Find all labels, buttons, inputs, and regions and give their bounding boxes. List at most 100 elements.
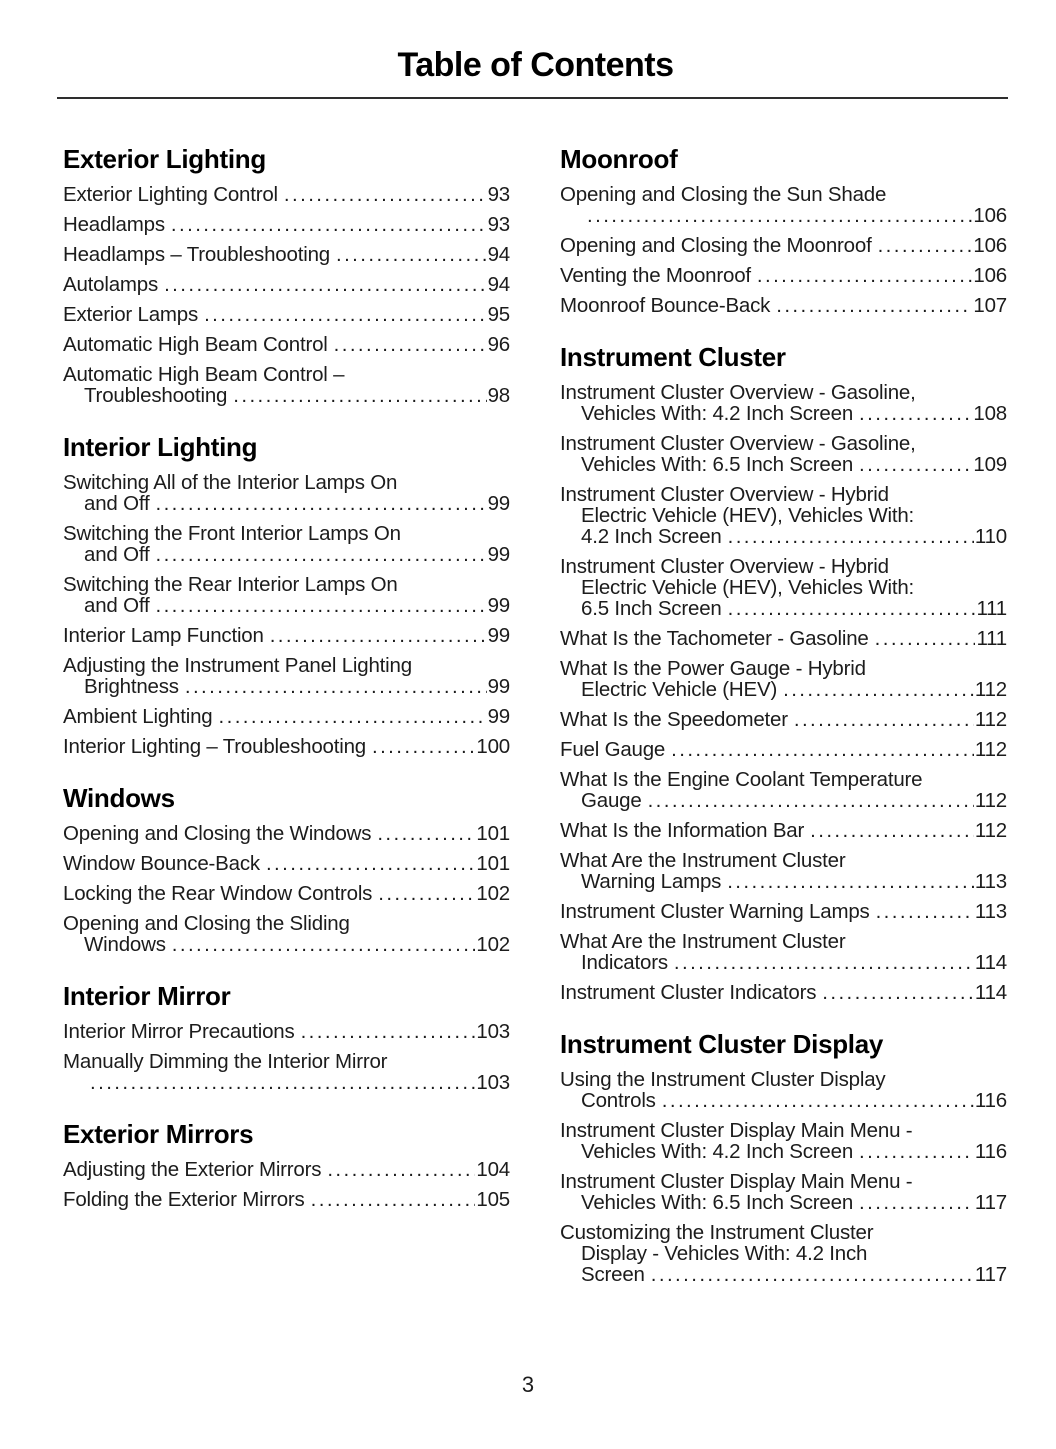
- entry-text-line: Electric Vehicle (HEV), Vehicles With:: [581, 576, 915, 599]
- dot-leader: [674, 952, 974, 973]
- toc-entry: Adjusting the Instrument Panel Lighting B…: [63, 655, 510, 697]
- toc-entry: Instrument Cluster Overview - Gasoline, V…: [560, 382, 1007, 424]
- title-divider: [57, 97, 1008, 99]
- entry-text-line: Switching the Rear Interior Lamps On: [63, 573, 398, 596]
- entry-page-number: 116: [974, 1089, 1007, 1112]
- toc-entry: Instrument Cluster Overview - Hybrid Elec…: [560, 556, 1007, 619]
- entry-text: 6.5 Inch Screen: [581, 597, 722, 620]
- toc-entry: Customizing the Instrument Cluster Displa…: [560, 1222, 1007, 1285]
- dot-leader: [794, 709, 974, 730]
- toc-entry: Window Bounce-Back 101: [63, 853, 510, 874]
- entry-page-number: 112: [974, 708, 1007, 731]
- dot-leader: [822, 982, 974, 1003]
- dot-leader: [859, 454, 972, 475]
- toc-entry: Switching All of the Interior Lamps On an…: [63, 472, 510, 514]
- toc-column-left: Exterior Lighting Exterior Lighting Contr…: [63, 144, 510, 1311]
- entry-page-number: 110: [974, 525, 1007, 548]
- dot-leader: [876, 901, 974, 922]
- toc-entry: What Is the Tachometer - Gasoline 111: [560, 628, 1007, 649]
- dot-leader: [378, 883, 475, 904]
- toc-columns: Exterior Lighting Exterior Lighting Contr…: [63, 144, 1008, 1311]
- entry-text-line: Instrument Cluster Overview - Gasoline,: [560, 381, 916, 404]
- entry-page-number: 99: [487, 594, 511, 617]
- entry-page-number: 116: [974, 1140, 1007, 1163]
- entry-text: Warning Lamps: [581, 870, 722, 893]
- entry-page-number: 106: [973, 264, 1007, 287]
- entry-text: Interior Mirror Precautions: [63, 1020, 295, 1043]
- entry-text: Electric Vehicle (HEV): [581, 678, 778, 701]
- entry-page-number: 100: [476, 735, 510, 758]
- entry-text: Moonroof Bounce-Back: [560, 294, 771, 317]
- dot-leader: [783, 679, 974, 700]
- entry-text: Troubleshooting: [84, 384, 228, 407]
- entry-text: Window Bounce-Back: [63, 852, 260, 875]
- entry-page-number: 106: [973, 234, 1007, 257]
- section-heading: Interior Mirror: [63, 981, 231, 1011]
- entry-text-line: What Are the Instrument Cluster: [560, 849, 846, 872]
- entry-page-number: 93: [487, 183, 511, 206]
- toc-entry: Manually Dimming the Interior Mirror 103: [63, 1051, 510, 1093]
- entry-text-line: What Is the Engine Coolant Temperature: [560, 768, 923, 791]
- entry-text-line: What Is the Power Gauge - Hybrid: [560, 657, 866, 680]
- dot-leader: [204, 304, 487, 325]
- entry-text: Exterior Lighting Control: [63, 183, 278, 206]
- dot-leader: [810, 820, 974, 841]
- entry-page-number: 94: [487, 243, 511, 266]
- entry-text: and Off: [84, 543, 150, 566]
- entry-text-line: Switching the Front Interior Lamps On: [63, 522, 401, 545]
- entry-text-line: What Are the Instrument Cluster: [560, 930, 846, 953]
- dot-leader: [372, 736, 475, 757]
- entry-text: Opening and Closing the Moonroof: [560, 234, 872, 257]
- dot-leader: [776, 295, 972, 316]
- entry-text-line: Automatic High Beam Control –: [63, 363, 345, 386]
- dot-leader: [728, 526, 974, 547]
- entry-page-number: 96: [487, 333, 511, 356]
- entry-text: Folding the Exterior Mirrors: [63, 1188, 305, 1211]
- dot-leader: [878, 235, 973, 256]
- dot-leader: [334, 334, 487, 355]
- section-heading: Exterior Lighting: [63, 144, 266, 174]
- entry-page-number: 112: [974, 819, 1007, 842]
- entry-text-line: Instrument Cluster Overview - Hybrid: [560, 555, 889, 578]
- entry-text: Autolamps: [63, 273, 159, 296]
- entry-text: Gauge: [581, 789, 642, 812]
- dot-leader: [662, 1090, 974, 1111]
- entry-text: Windows: [84, 933, 166, 956]
- entry-page-number: 111: [976, 597, 1007, 620]
- entry-page-number: 99: [487, 543, 511, 566]
- toc-entry: What Is the Engine Coolant Temperature Ga…: [560, 769, 1007, 811]
- toc-entry: Ambient Lighting 99: [63, 706, 510, 727]
- entry-text: Controls: [581, 1089, 656, 1112]
- entry-page-number: 117: [974, 1191, 1007, 1214]
- dot-leader: [648, 790, 974, 811]
- entry-page-number: 108: [973, 402, 1007, 425]
- toc-entry: Locking the Rear Window Controls 102: [63, 883, 510, 904]
- toc-entry: Instrument Cluster Display Main Menu - Ve…: [560, 1120, 1007, 1162]
- entry-text: Brightness: [84, 675, 179, 698]
- toc-entry: Moonroof Bounce-Back 107: [560, 295, 1007, 316]
- toc-entry: Instrument Cluster Overview - Hybrid Elec…: [560, 484, 1007, 547]
- entry-text: What Is the Tachometer - Gasoline: [560, 627, 869, 650]
- dot-leader: [164, 274, 487, 295]
- entry-page-number: 102: [476, 882, 510, 905]
- entry-text: and Off: [84, 492, 150, 515]
- entry-page-number: 103: [476, 1020, 510, 1043]
- toc-entry: What Is the Information Bar 112: [560, 820, 1007, 841]
- entry-text-line: Switching All of the Interior Lamps On: [63, 471, 398, 494]
- toc-entry: Instrument Cluster Display Main Menu - Ve…: [560, 1171, 1007, 1213]
- toc-entry: Automatic High Beam Control 96: [63, 334, 510, 355]
- toc-entry: Instrument Cluster Indicators 114: [560, 982, 1007, 1003]
- entry-page-number: 112: [974, 789, 1007, 812]
- toc-entry: Using the Instrument Cluster Display Cont…: [560, 1069, 1007, 1111]
- entry-page-number: 113: [974, 900, 1007, 923]
- toc-entry: Switching the Front Interior Lamps On and…: [63, 523, 510, 565]
- dot-leader: [270, 625, 487, 646]
- entry-text-line: Customizing the Instrument Cluster: [560, 1221, 874, 1244]
- entry-text: Headlamps: [63, 213, 165, 236]
- section-heading: Interior Lighting: [63, 432, 258, 462]
- entry-text: Adjusting the Exterior Mirrors: [63, 1158, 322, 1181]
- entry-text: Interior Lighting – Troubleshooting: [63, 735, 366, 758]
- toc-entry: What Is the Speedometer 112: [560, 709, 1007, 730]
